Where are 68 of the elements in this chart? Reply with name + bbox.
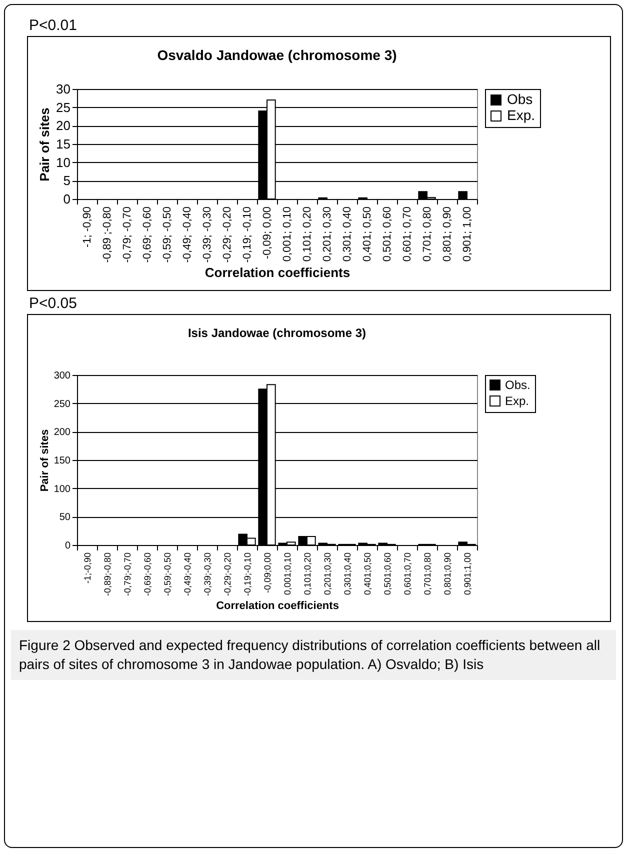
x-tick-label: -0,09; 0,00 bbox=[262, 206, 274, 260]
y-tick-label: 100 bbox=[54, 484, 71, 495]
y-tick-label: 25 bbox=[56, 100, 70, 115]
x-tick-label: 0,601;0,70 bbox=[402, 552, 412, 596]
x-tick-label: 0,901; 1,00 bbox=[462, 206, 474, 262]
text: P<0.01 bbox=[29, 17, 78, 34]
y-tick-label: 250 bbox=[54, 398, 71, 410]
x-tick-label: -0,59;-0,50 bbox=[162, 552, 172, 596]
x-tick-label: 0,001;0,10 bbox=[282, 552, 292, 596]
y-tick-label: 15 bbox=[56, 136, 70, 152]
y-tick-label: 30 bbox=[56, 82, 70, 96]
x-tick-label: 0,101; 0,20 bbox=[302, 206, 314, 262]
y-tick-label: 20 bbox=[56, 118, 70, 134]
y-axis-title: Pair of sites bbox=[38, 429, 51, 492]
x-tick-label: -0,89;-0,80 bbox=[102, 552, 112, 596]
x-tick-label: -0,39; -0,30 bbox=[202, 206, 214, 263]
x-tick-label: -0,69; -0,60 bbox=[142, 206, 154, 263]
legend-label: Exp. bbox=[507, 107, 536, 123]
x-tick-label: -0,19; -0,10 bbox=[242, 206, 254, 263]
x-tick-label: 0,401;0,50 bbox=[362, 552, 372, 596]
y-tick-label: 150 bbox=[54, 456, 71, 466]
x-tick-label: 0,801; 0,90 bbox=[442, 206, 454, 262]
y-tick-label: 50 bbox=[59, 512, 71, 524]
x-tick-label: 0,001; 0,10 bbox=[282, 206, 294, 262]
text: P<0.05 bbox=[29, 295, 78, 312]
y-tick-label: 0 bbox=[64, 540, 71, 552]
x-axis-title: Correlation coefficients bbox=[204, 264, 350, 280]
x-tick-label: -0,79;-0,70 bbox=[122, 552, 132, 596]
legend-label: Exp. bbox=[505, 394, 530, 408]
x-tick-label: -0,49;-0,40 bbox=[182, 552, 192, 596]
x-axis-title: Correlation coefficients bbox=[216, 600, 339, 612]
x-tick-label: 0,401; 0,50 bbox=[362, 206, 374, 262]
x-tick-label: -0,69;-0,60 bbox=[142, 552, 152, 596]
x-tick-label: -0,39;-0,30 bbox=[202, 552, 212, 596]
legend-label: Obs. bbox=[505, 378, 530, 392]
y-tick-label: 300 bbox=[54, 370, 71, 382]
chart-title: Isis Jandowae (chromosome 3) bbox=[188, 326, 366, 340]
x-tick-label: 0,501; 0,60 bbox=[382, 206, 394, 262]
x-tick-label: -0,29;-0,20 bbox=[222, 552, 232, 596]
caption: Figure 2 Observed and expected frequency distributions of correlation coefficients between all pairs of sites of chromosome 3 in Jandowae population. A) Osvaldo; B) Isis bbox=[11, 630, 616, 680]
y-axis-title: Pair of sites bbox=[37, 108, 52, 182]
x-tick-label: 0,601; 0,70 bbox=[402, 206, 414, 262]
y-tick-label: 0 bbox=[63, 192, 70, 206]
x-tick-label: -0,89 ;-0,80 bbox=[102, 206, 114, 263]
x-tick-label: 0,501;0,60 bbox=[382, 552, 392, 596]
bar bbox=[458, 191, 468, 200]
x-tick-label: -0,79; -0,70 bbox=[122, 206, 134, 263]
x-tick-label: -1; -0,90 bbox=[82, 206, 94, 248]
x-tick-label: -0,09;0,00 bbox=[262, 552, 272, 594]
y-tick-label: 5 bbox=[63, 173, 70, 188]
y-tick-label: 10 bbox=[56, 154, 70, 170]
x-tick-label: 0,301; 0,40 bbox=[342, 206, 354, 262]
x-tick-label: 0,701; 0,80 bbox=[422, 206, 434, 262]
x-tick-label: 0,901;1,00 bbox=[462, 552, 472, 596]
y-tick-label: 200 bbox=[54, 427, 71, 438]
legend-label: Obs bbox=[507, 91, 533, 107]
chart-title: Osvaldo Jandowae (chromosome 3) bbox=[157, 47, 397, 63]
x-tick-label: -1;-0,90 bbox=[82, 552, 92, 584]
x-tick-label: 0,201;0,30 bbox=[322, 552, 332, 596]
x-tick-label: 0,701;0,80 bbox=[422, 552, 432, 596]
x-tick-label: 0,301;0,40 bbox=[342, 552, 352, 596]
x-tick-label: 0,101;0,20 bbox=[302, 552, 312, 596]
x-tick-label: -0,49; -0,40 bbox=[182, 206, 194, 263]
x-tick-label: 0,801;0,90 bbox=[442, 552, 452, 596]
x-tick-label: -0,29; -0,20 bbox=[222, 206, 234, 263]
x-tick-label: -0,59; -0,50 bbox=[162, 206, 174, 263]
x-tick-label: -0,19;-0,10 bbox=[242, 552, 252, 596]
x-tick-label: 0,201; 0,30 bbox=[322, 206, 334, 262]
